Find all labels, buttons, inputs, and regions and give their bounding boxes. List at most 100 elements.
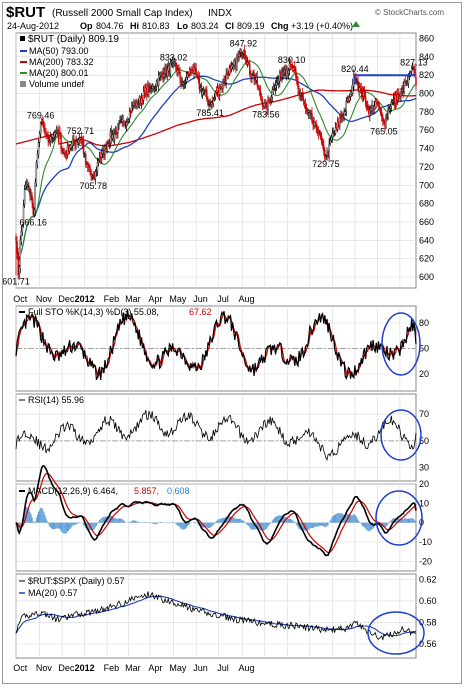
macd-hist-bar [313,523,314,528]
candle-body [44,128,45,133]
macd-hist-bar [122,519,123,523]
macd-hist-bar [364,523,365,528]
candle-body [126,122,127,126]
macd-hist-bar [116,519,117,523]
candle-body [76,142,77,147]
chg-label: Chg [271,21,289,31]
candle-body [269,100,270,102]
macd-hist-bar [307,523,308,531]
candle-body [342,116,343,118]
macd-hist-bar [63,523,64,534]
candle-body [324,150,325,159]
macd-hist-bar [58,523,59,529]
candle-body [343,115,344,119]
candle-body [237,57,238,58]
x-label-8: Jun [193,294,208,304]
macd-hist-bar [326,523,327,526]
candle-body [203,91,204,92]
macd-hist-bar [61,523,62,531]
candle-body [93,175,94,179]
candle-body [397,95,398,100]
candle-body [154,88,155,89]
macd-hist-bar [220,518,221,522]
price-label-2: 769.46 [27,111,55,121]
candle-body [403,88,404,93]
candle-body [303,97,304,100]
macd-hist-bar [353,514,354,522]
macd-hist-bar [269,523,270,526]
candle-body [366,106,367,109]
candle-body [153,86,154,89]
macd-hist-bar [153,523,154,524]
macd-hist-bar [73,523,74,525]
macd-hist-bar [139,522,140,523]
ratio-x-label-2: Dec [58,663,75,673]
candle-body [213,100,214,104]
candle-body [118,123,119,125]
candle-body [109,142,110,143]
macd-hist-bar [57,523,58,529]
candle-body [265,103,266,106]
ratio-x-label-0: Oct [13,663,28,673]
macd-hist-bar [368,523,369,532]
macd-hist-bar [333,516,334,523]
candle-body [186,77,187,81]
candle-body [176,67,177,71]
macd-hist-bar [243,521,244,523]
candle-body [46,134,47,135]
candle-body [332,133,333,137]
macd-hist-bar [114,518,115,523]
candle-body [131,106,132,112]
candle-body [205,90,206,92]
candle-body [179,68,180,71]
candle-body [390,106,391,108]
price-ytick-4: 780 [419,107,434,117]
candle-body [241,51,242,57]
macd-hist-bar [242,520,243,522]
candle-body [361,88,362,94]
macd-hist-bar [156,523,157,524]
macd-hist-bar [216,521,217,523]
macd-hist-bar [97,523,98,524]
candle-body [115,132,116,133]
macd-hist-bar [272,520,273,522]
macd-hist-bar [233,518,234,523]
candle-body [218,88,219,93]
macd-hist-bar [385,523,386,527]
macd-hist-bar [160,522,161,523]
candle-body [40,123,41,134]
candle-body [272,90,273,97]
candle-body [200,87,201,90]
candle-body [306,107,307,111]
candle-body [380,109,381,113]
candle-body [111,131,112,138]
candle-body [391,103,392,107]
macd-hist-bar [151,523,152,524]
macd-hist-bar [138,522,139,523]
macd-hist-bar [292,520,293,522]
candle-body [261,99,262,101]
candle-body [102,151,103,154]
macd-hist-bar [133,520,134,522]
legend-rut: $RUT (Daily) 809.19 [28,34,119,45]
macd-hist-bar [78,523,79,524]
macd-hist-bar [43,512,44,523]
candle-body [229,68,230,74]
macd-hist-bar [241,520,242,523]
candle-body [256,77,257,80]
candle-body [143,91,144,100]
macd-hist-bar [234,518,235,523]
candle-body [264,103,265,106]
candle-body [408,77,409,84]
legend-ma50: MA(50) 793.00 [29,46,89,56]
macd-hist-bar [40,508,41,523]
macd-hist-bar [403,519,404,522]
candle-body [138,103,139,104]
macd-hist-bar [121,519,122,523]
macd-hist-bar [190,523,191,524]
macd-hist-bar [354,514,355,522]
candle-body [135,102,136,105]
macd-hist-bar [41,508,42,523]
macd-hist-bar [414,521,415,523]
price-ytick-3: 800 [419,89,434,99]
